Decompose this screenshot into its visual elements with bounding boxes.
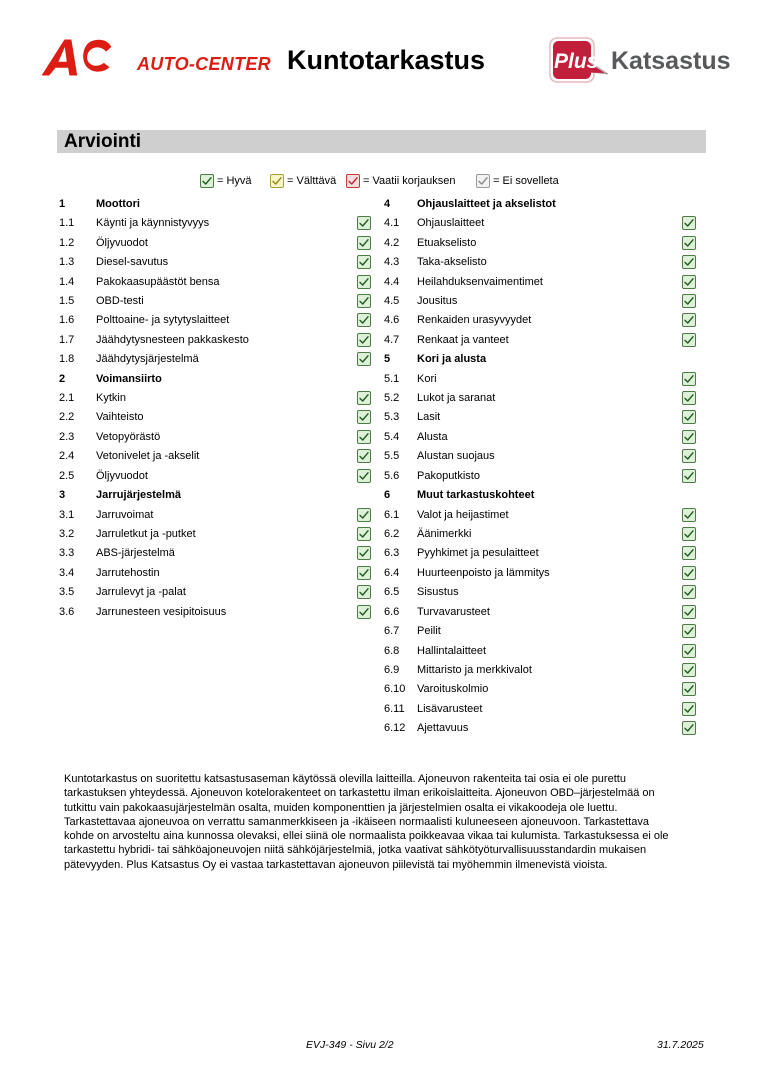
svg-text:Plus: Plus <box>554 50 598 73</box>
svg-text:Katsastus: Katsastus <box>611 47 731 75</box>
